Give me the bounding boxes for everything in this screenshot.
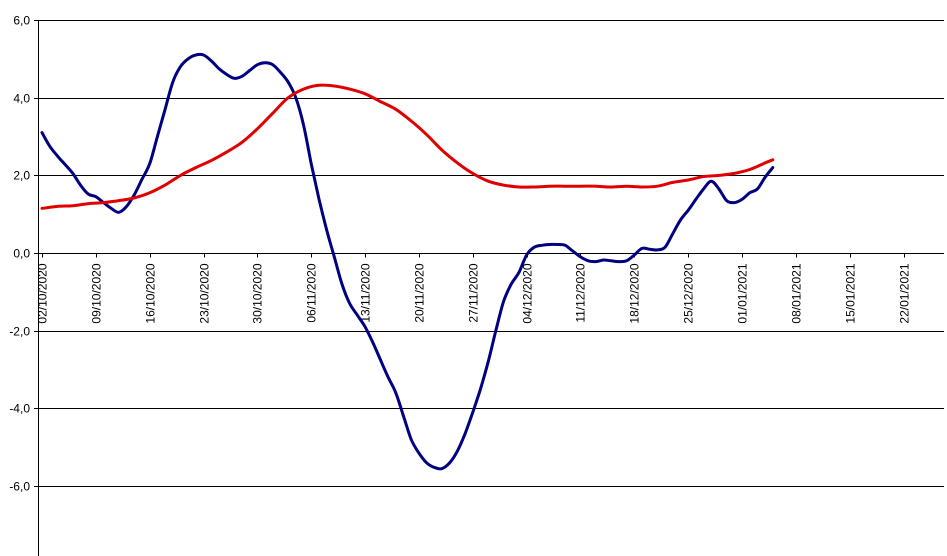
- x-tick-label: 18/12/2020: [628, 263, 642, 323]
- gridlines: [38, 20, 944, 487]
- x-tick-label: 01/01/2021: [736, 263, 750, 323]
- x-tick-label: 04/12/2020: [521, 263, 535, 323]
- series-line-1: [40, 52, 775, 471]
- y-tick-label: -4,0: [9, 402, 30, 416]
- x-tick-label: 20/11/2020: [413, 263, 427, 322]
- y-tick-label: 2,0: [13, 169, 30, 183]
- y-tick-label: 6,0: [13, 14, 30, 28]
- y-tick-label: 0,0: [13, 247, 30, 261]
- x-tick-label: 13/11/2020: [359, 263, 373, 322]
- series-line-2: [40, 83, 775, 210]
- x-tick-label: 30/10/2020: [251, 263, 265, 323]
- y-tick-label: -2,0: [9, 325, 30, 339]
- x-tick-label: 22/01/2021: [898, 263, 912, 323]
- axes: [38, 20, 944, 556]
- x-tick-label: 27/11/2020: [467, 263, 481, 322]
- y-tick-label: 4,0: [13, 92, 30, 106]
- x-tick-label: 16/10/2020: [144, 263, 158, 323]
- x-tick-label: 11/12/2020: [574, 263, 588, 322]
- y-tick-labels: 6,0 4,0 2,0 0,0 -2,0 -4,0 -6,0: [9, 14, 38, 494]
- x-tick-label: 09/10/2020: [90, 263, 104, 323]
- x-tick-label: 02/10/2020: [36, 263, 50, 323]
- x-tick-label: 25/12/2020: [682, 263, 696, 323]
- x-tick-label: 15/01/2021: [844, 263, 858, 323]
- x-tick-label: 06/11/2020: [305, 263, 319, 322]
- x-tick-labels: 02/10/2020 09/10/2020 16/10/2020 23/10/2020…: [36, 253, 912, 324]
- y-tick-label: -6,0: [9, 480, 30, 494]
- x-tick-label: 08/01/2021: [790, 263, 804, 323]
- series-lines: [40, 52, 775, 471]
- x-tick-label: 23/10/2020: [198, 263, 212, 323]
